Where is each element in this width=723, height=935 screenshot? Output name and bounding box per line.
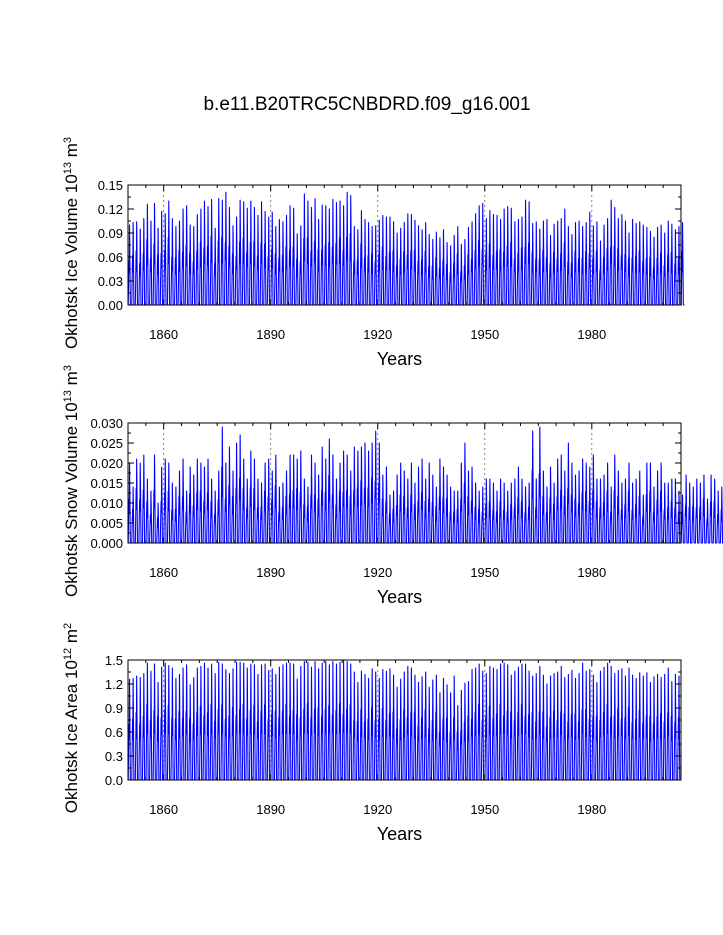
figure-title: b.e11.B20TRC5CNBDRD.f09_g16.001: [203, 94, 530, 115]
y-tick-label: 0.15: [98, 178, 123, 193]
series-line: [127, 660, 681, 781]
y-tick-label: 0.9: [105, 701, 123, 716]
y-axis-label-part: m: [62, 629, 81, 643]
x-tick-label: 1980: [577, 327, 606, 342]
x-axis-label: Years: [377, 349, 422, 369]
y-tick-label: 0.06: [98, 250, 123, 265]
y-axis-label: Okhotsk Ice Area 1012 m2: [62, 623, 81, 813]
y-axis-label-exponent: 12: [62, 648, 74, 660]
chart-panel-1: 1860 1890 1920 1950 1980 0.00 0.03 0.06 0.09 0.12…: [62, 137, 685, 369]
x-tick-label: 1890: [256, 565, 285, 580]
x-tick-label: 1860: [149, 327, 178, 342]
y-axis-label-exponent: 13: [62, 162, 74, 174]
y-axis-label-exponent: 3: [62, 137, 74, 143]
y-axis-label: Okhotsk Snow Volume 1013 m3: [62, 365, 81, 597]
x-tick-label: 1980: [577, 802, 606, 817]
y-axis-label-part: m: [62, 371, 81, 385]
chart-panel-3: 1860 1890 1920 1950 1980 0.0 0.3 0.6 0.9 1.2 1.5 Ye…: [62, 623, 682, 844]
y-axis-label-exponent: 2: [62, 623, 74, 629]
y-tick-label: 0.030: [90, 416, 123, 431]
y-tick-label: 0.000: [90, 536, 123, 551]
y-tick-label: 0.015: [90, 476, 123, 491]
series-line: [127, 426, 723, 544]
y-tick-label: 0.6: [105, 725, 123, 740]
chart-panel-2: 1860 1890 1920 1950 1980 0.000 0.005 0.010 0.015…: [62, 365, 723, 607]
y-tick-label: 0.12: [98, 202, 123, 217]
x-tick-label: 1980: [577, 565, 606, 580]
y-tick-label: 0.00: [98, 298, 123, 313]
x-tick-label: 1890: [256, 327, 285, 342]
x-tick-label: 1950: [470, 327, 499, 342]
y-tick-label: 0.025: [90, 436, 123, 451]
y-axis-label-exponent: 3: [62, 365, 74, 371]
x-tick-label: 1920: [363, 565, 392, 580]
x-tick-label: 1890: [256, 802, 285, 817]
y-axis-label-part: Okhotsk Ice Area 10: [62, 660, 81, 813]
y-axis-label-part: Okhotsk Ice Volume 10: [62, 174, 81, 349]
y-tick-label: 0.005: [90, 516, 123, 531]
x-tick-label: 1860: [149, 565, 178, 580]
x-axis-label: Years: [377, 587, 422, 607]
x-axis-label: Years: [377, 824, 422, 844]
x-tick-label: 1950: [470, 565, 499, 580]
x-tick-label: 1950: [470, 802, 499, 817]
y-tick-label: 0.010: [90, 496, 123, 511]
x-tick-label: 1920: [363, 802, 392, 817]
series-line: [127, 191, 685, 306]
y-tick-label: 0.03: [98, 274, 123, 289]
y-tick-label: 0.3: [105, 749, 123, 764]
y-axis-label-part: Okhotsk Snow Volume 10: [62, 402, 81, 597]
y-tick-label: 1.2: [105, 677, 123, 692]
y-tick-label: 0.0: [105, 773, 123, 788]
y-tick-label: 0.020: [90, 456, 123, 471]
y-axis-label: Okhotsk Ice Volume 1013 m3: [62, 137, 81, 349]
y-axis-label-exponent: 13: [62, 390, 74, 402]
y-axis-label-part: m: [62, 143, 81, 157]
x-tick-label: 1920: [363, 327, 392, 342]
y-tick-label: 0.09: [98, 226, 123, 241]
x-tick-label: 1860: [149, 802, 178, 817]
y-tick-label: 1.5: [105, 653, 123, 668]
